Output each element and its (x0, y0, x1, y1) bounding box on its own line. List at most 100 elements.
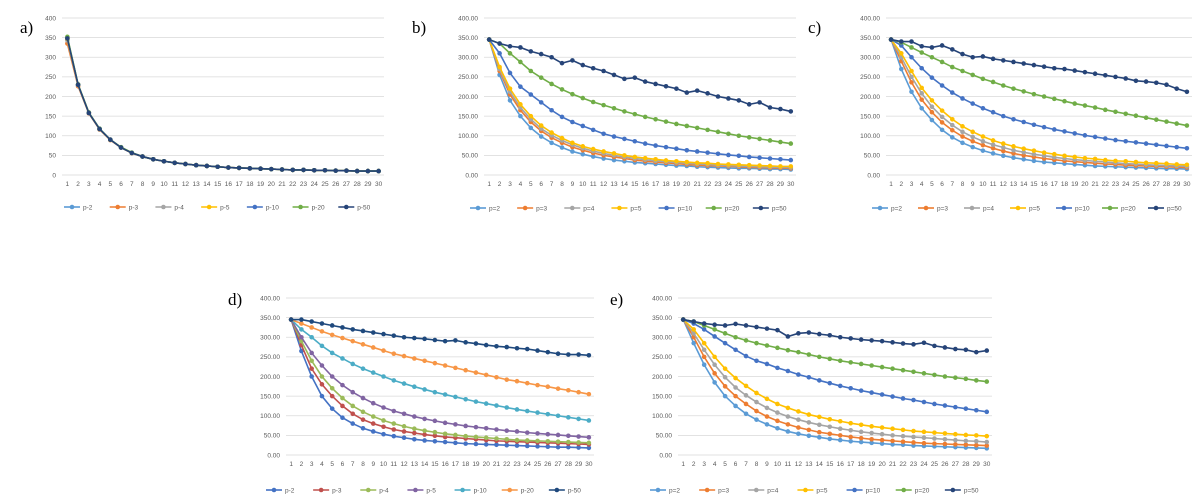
x-tick-label: 22 (503, 461, 511, 468)
data-point (899, 66, 904, 72)
data-point (653, 143, 658, 148)
data-point (970, 101, 975, 106)
data-point (504, 344, 510, 350)
data-point (161, 158, 167, 164)
data-point (1062, 66, 1067, 72)
data-point (701, 327, 707, 332)
data-point (329, 332, 335, 338)
data-point (360, 366, 366, 371)
data-point (960, 124, 965, 129)
data-point (970, 138, 975, 144)
data-point (919, 65, 924, 71)
data-point (963, 432, 969, 438)
data-point (869, 390, 874, 395)
data-point (504, 437, 510, 442)
data-point (705, 91, 710, 96)
data-point (381, 348, 386, 353)
data-point (950, 47, 955, 52)
data-point (340, 415, 345, 421)
data-point (767, 156, 773, 161)
legend-label: p=5 (1029, 205, 1040, 212)
y-tick-label: 350.00 (458, 35, 478, 42)
data-point (1011, 116, 1016, 122)
x-tick-label: 21 (694, 181, 702, 188)
data-point (900, 427, 906, 433)
x-tick-label: 22 (289, 181, 297, 188)
x-tick-label: 15 (631, 181, 639, 188)
data-point (694, 125, 700, 131)
x-tick-label: 8 (560, 181, 564, 188)
data-point (319, 343, 325, 349)
data-point (788, 141, 794, 146)
data-point (674, 86, 679, 91)
x-tick-label: 26 (544, 461, 552, 468)
data-point (974, 349, 979, 355)
data-point (929, 117, 935, 123)
data-point (309, 350, 314, 356)
data-point (869, 338, 874, 343)
data-point (909, 80, 914, 85)
x-tick-label: 20 (683, 181, 691, 188)
data-point (950, 90, 955, 95)
data-point (504, 442, 510, 448)
data-point (974, 433, 979, 438)
x-tick-label: 18 (1061, 181, 1069, 188)
data-point (722, 393, 728, 399)
x-tick-label: 2 (498, 181, 502, 188)
data-point (736, 133, 742, 139)
x-tick-label: 5 (529, 181, 533, 188)
data-point (837, 437, 843, 443)
x-tick-label: 25 (735, 181, 743, 188)
data-point (1001, 148, 1006, 154)
x-tick-label: 9 (971, 181, 975, 188)
x-tick-label: 22 (704, 181, 712, 188)
data-point (1052, 65, 1057, 71)
data-point (817, 429, 822, 435)
data-point (360, 328, 366, 334)
data-point (684, 123, 690, 129)
x-tick-label: 9 (571, 181, 575, 188)
y-tick-label: 100 (45, 133, 56, 140)
data-point (817, 422, 822, 428)
legend-marker (460, 487, 465, 493)
y-tick-label: 350 (45, 35, 56, 42)
data-point (785, 405, 791, 411)
data-point (743, 353, 749, 359)
x-tick-label: 5 (723, 461, 727, 468)
y-tick-label: 250.00 (260, 354, 280, 361)
data-point (827, 416, 833, 422)
data-point (611, 72, 617, 78)
x-tick-label: 29 (364, 181, 372, 188)
data-point (1052, 127, 1057, 132)
data-point (483, 342, 489, 348)
data-point (1174, 121, 1179, 126)
legend-marker (252, 204, 258, 210)
data-point (785, 334, 791, 339)
legend-label: p=10 (678, 205, 693, 212)
data-point (932, 401, 937, 407)
legend-marker (923, 205, 929, 211)
data-point (1113, 158, 1118, 164)
x-tick-label: 13 (610, 181, 618, 188)
data-point (837, 383, 843, 389)
data-point (1041, 124, 1047, 130)
x-tick-label: 29 (777, 181, 785, 188)
data-point (432, 433, 438, 439)
data-point (494, 442, 499, 448)
data-point (1001, 141, 1006, 146)
data-point (932, 372, 937, 378)
data-point (827, 332, 833, 338)
legend-label: p-4 (379, 487, 389, 494)
data-point (767, 138, 773, 143)
data-point (1031, 148, 1037, 153)
data-point (555, 444, 561, 450)
x-tick-label: 29 (973, 461, 981, 468)
x-tick-label: 2 (692, 461, 696, 468)
data-point (1092, 105, 1098, 110)
x-tick-label: 5 (108, 181, 112, 188)
x-tick-label: 17 (452, 461, 460, 468)
x-tick-label: 25 (1132, 181, 1140, 188)
data-point (391, 408, 397, 414)
data-point (566, 444, 571, 450)
